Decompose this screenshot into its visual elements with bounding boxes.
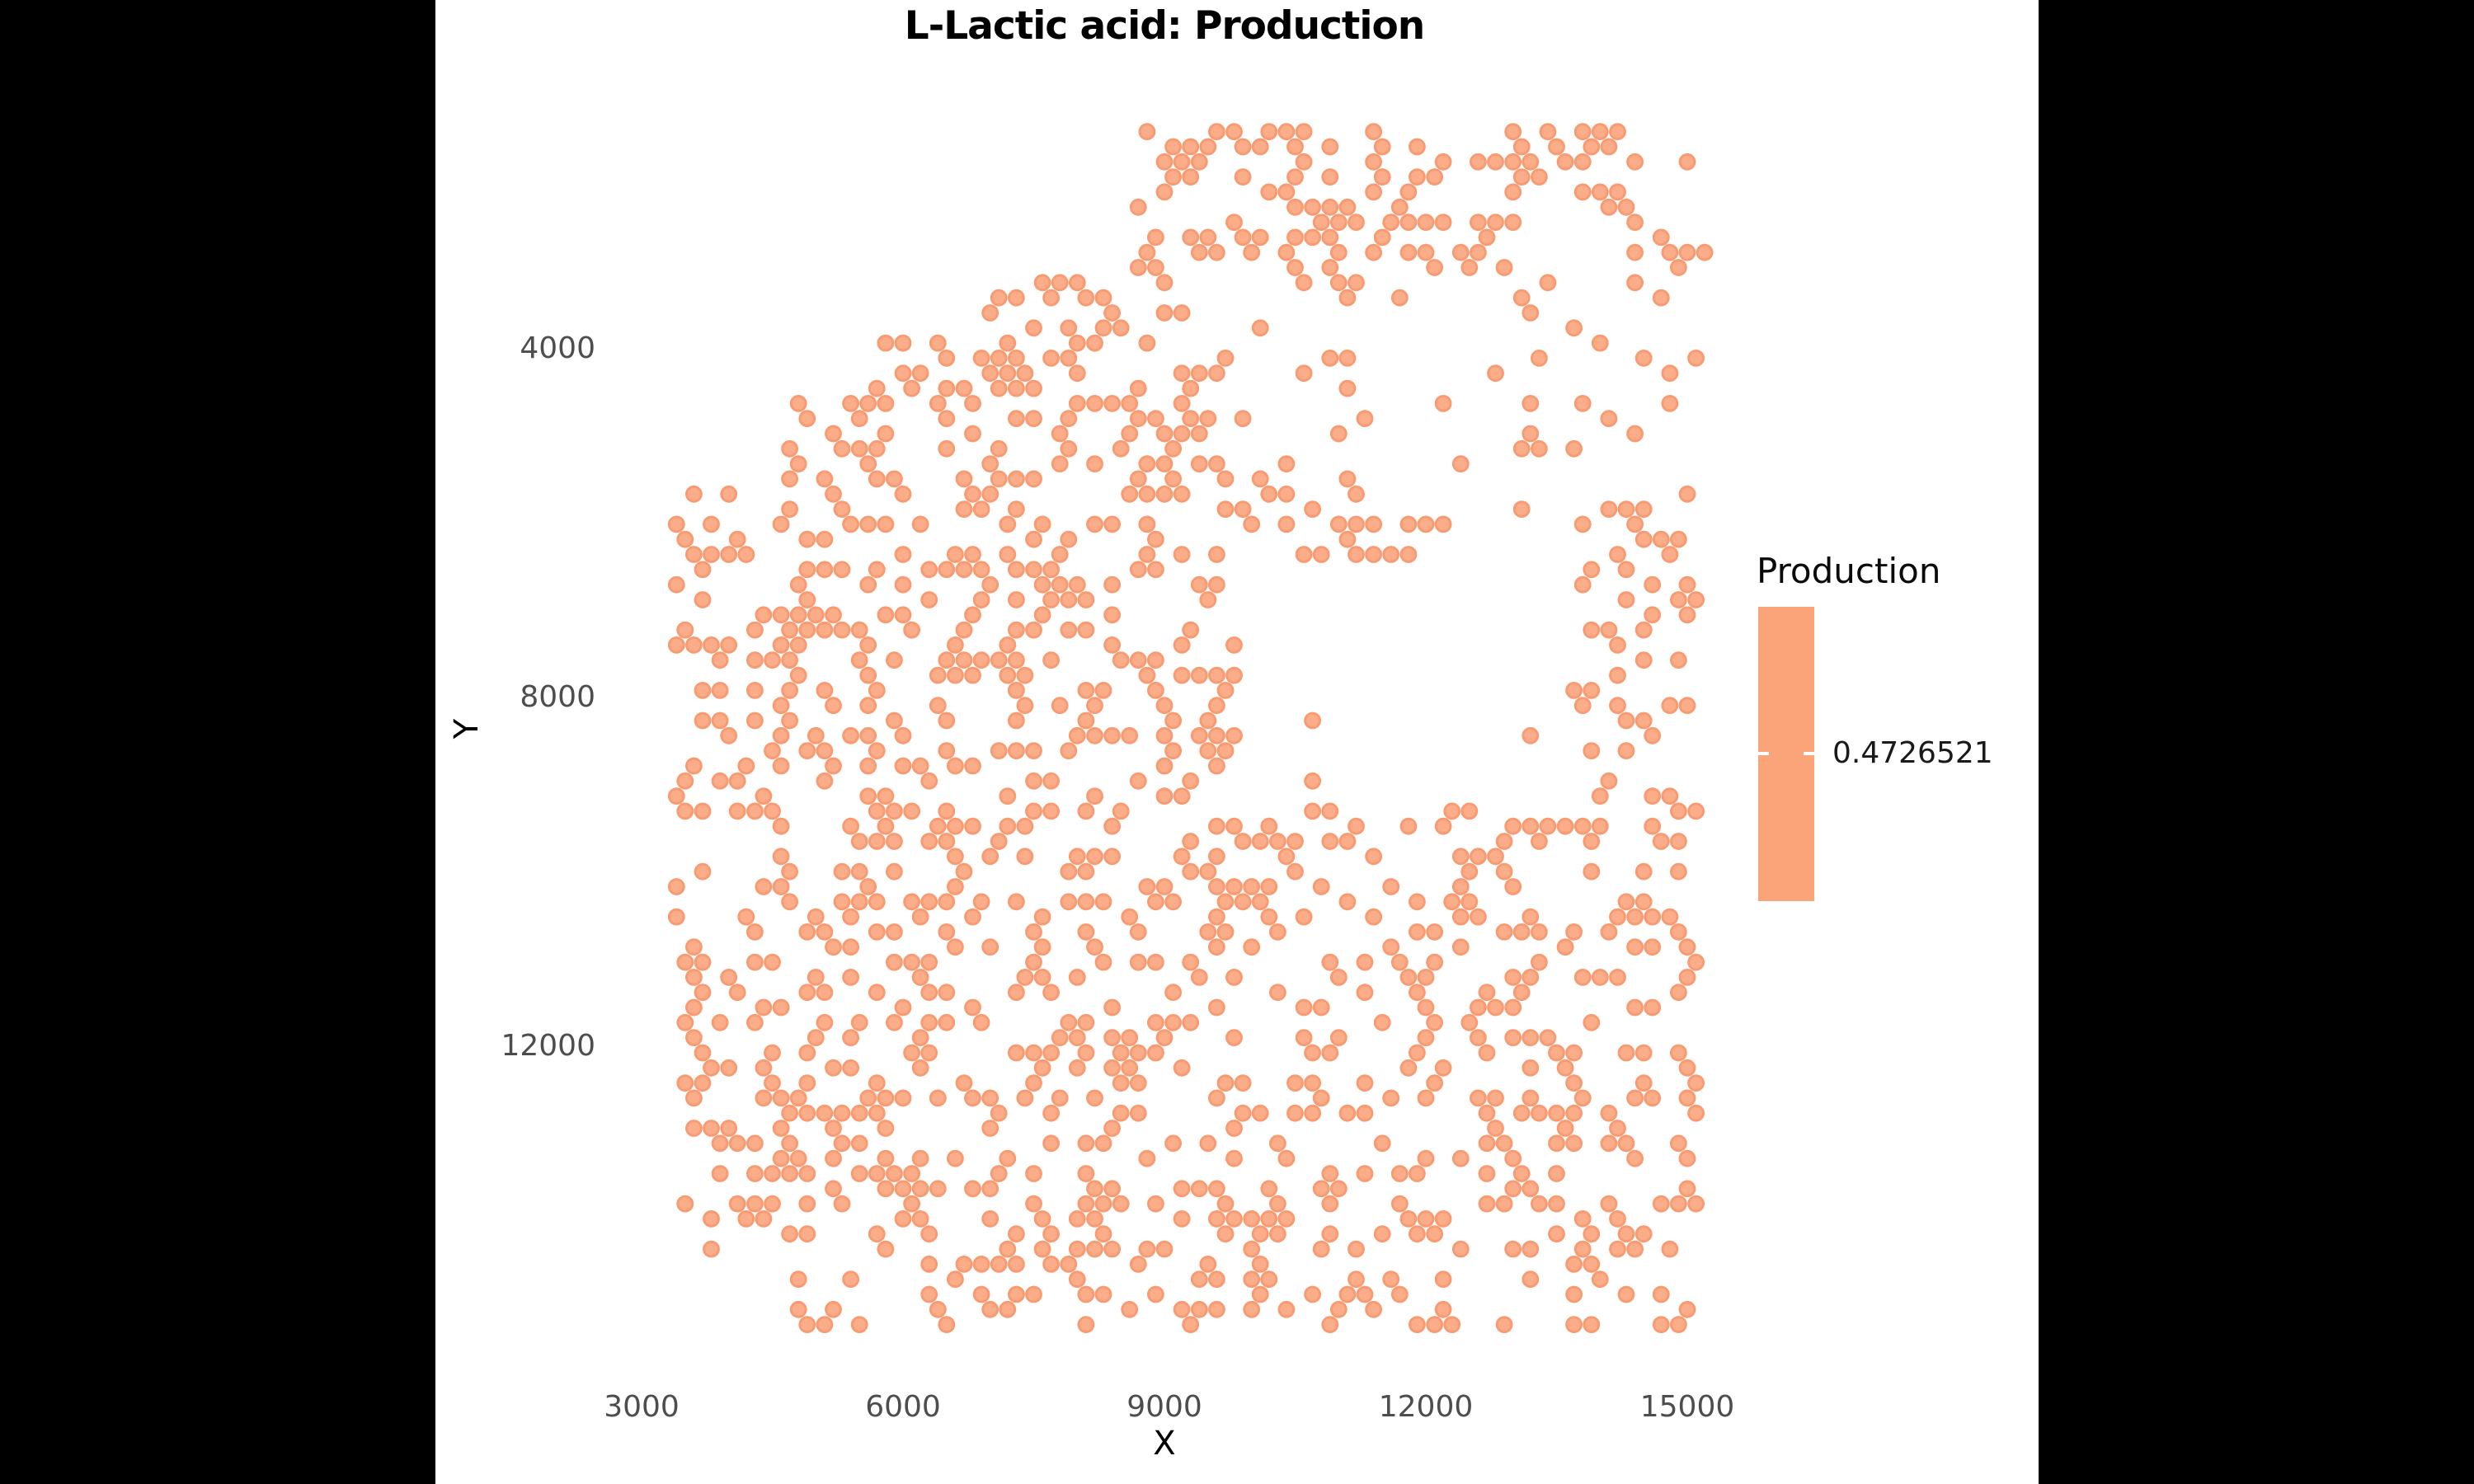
legend-title: Production bbox=[1757, 551, 1941, 591]
colorbar-tick-right-icon bbox=[1804, 752, 1814, 755]
y-tick-label: 8000 bbox=[520, 680, 595, 714]
legend-value-label: 0.4726521 bbox=[1832, 736, 1993, 770]
legend-colorbar bbox=[1758, 607, 1814, 901]
x-tick-label: 12000 bbox=[1378, 1390, 1474, 1424]
colorbar-tick-left-icon bbox=[1758, 752, 1769, 755]
x-tick-label: 3000 bbox=[604, 1390, 680, 1424]
y-axis-title: Y bbox=[448, 718, 486, 740]
x-tick-label: 9000 bbox=[1126, 1390, 1202, 1424]
x-tick-label: 15000 bbox=[1639, 1390, 1735, 1424]
y-tick-label: 4000 bbox=[520, 331, 595, 365]
chart-title: L-Lactic acid: Production bbox=[904, 3, 1425, 49]
x-axis-title: X bbox=[1153, 1425, 1176, 1463]
y-tick-label: 12000 bbox=[501, 1029, 595, 1063]
x-tick-label: 6000 bbox=[865, 1390, 941, 1424]
